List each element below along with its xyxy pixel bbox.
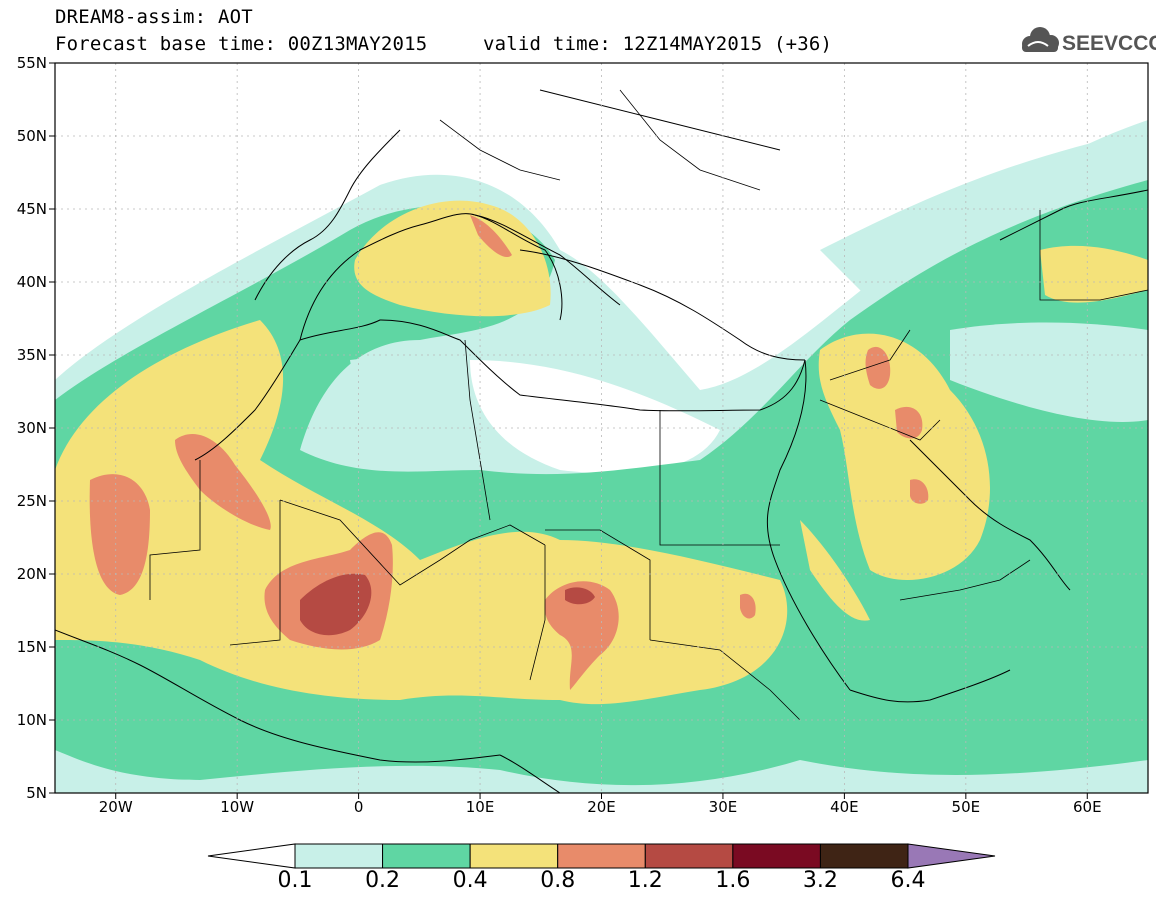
colorbar-label: 6.4 [890, 868, 926, 893]
colorbar-label: 3.2 [802, 868, 838, 893]
colorbar-boxes [294, 843, 909, 869]
aot-band-0.4-redsea [800, 520, 870, 621]
aot-band-0.8-wsahara [89, 474, 150, 595]
grid-lines [55, 63, 1148, 793]
lon-tick-label: 10E [465, 798, 495, 816]
lon-tick-label: 40E [830, 798, 859, 816]
aot-band-0.1-sahara-gap [470, 360, 720, 474]
aot-fields [55, 120, 1148, 793]
aot-band-0.8-sudan [740, 593, 756, 619]
lat-tick-label: 35N [16, 346, 47, 364]
colorbar-swatch [644, 843, 734, 869]
colorbar-label: 0.8 [540, 868, 576, 893]
aot-band-1.2-chad [565, 587, 595, 605]
colorbar-high-arrow [907, 843, 996, 869]
lon-tick-label: 20E [587, 798, 616, 816]
colorbar-label: 0.2 [365, 868, 401, 893]
lat-tick-label: 5N [26, 784, 47, 802]
lon-tick-label: 60E [1072, 798, 1102, 816]
aot-band-0.2-gap [350, 358, 480, 441]
aot-band-0.4-arabia [818, 333, 990, 580]
lat-tick-label: 10N [16, 711, 47, 729]
lat-tick-label: 25N [16, 492, 47, 510]
aot-band-0.8-chad [544, 581, 619, 690]
lon-tick-label: 0 [353, 798, 364, 816]
base-time: Forecast base time: 00Z13MAY2015 [55, 33, 428, 55]
aot-band-0.2-gap2 [950, 322, 1148, 422]
colorbar-swatch [819, 843, 909, 869]
colorbar-swatch [732, 843, 821, 869]
logo-text: SEEVCCC [1062, 32, 1156, 55]
coastlines [55, 89, 1148, 793]
lat-tick-label: 45N [16, 200, 47, 218]
seevccc-logo: SEEVCCC [1022, 27, 1156, 55]
lon-tick-label: 30E [708, 798, 738, 816]
aot-band-0.8-iraq3 [910, 479, 929, 504]
aot-band-0.8-iraq2 [895, 406, 923, 439]
cloud-icon [1022, 27, 1059, 52]
aot-band-0.4-med [354, 200, 551, 317]
colorbar-swatch [557, 843, 646, 869]
lat-tick-label: 30N [16, 419, 47, 437]
lat-tick-label: 50N [16, 127, 47, 145]
colorbar-low-arrow [207, 843, 296, 869]
valid-time: valid time: 12Z14MAY2015 (+36) [483, 33, 833, 55]
country-borders [149, 89, 1148, 721]
colorbar-swatch [469, 843, 559, 869]
title-line-1: DREAM8-assim: AOT [55, 6, 253, 28]
colorbar-swatch [294, 843, 384, 869]
aot-band-1.2-mali [300, 573, 372, 636]
colorbar-label: 1.6 [715, 868, 751, 893]
colorbar-label: 0.4 [452, 868, 488, 893]
colorbar-label: 0.1 [277, 868, 313, 893]
lon-tick-label: 10W [220, 798, 255, 816]
aot-band-0.8-alps [470, 215, 512, 258]
colorbar-label: 1.2 [627, 868, 663, 893]
lat-tick-label: 20N [16, 565, 47, 583]
lon-tick-label: 20W [98, 798, 133, 816]
lat-tick-label: 55N [16, 54, 47, 72]
aot-band-0.8-iraq [865, 346, 891, 389]
lat-tick-label: 15N [16, 638, 47, 656]
lat-tick-label: 40N [16, 273, 47, 291]
aot-band-0.4-caspian [1040, 245, 1148, 303]
lon-tick-label: 50E [951, 798, 981, 816]
axis-ticks [49, 62, 1088, 799]
colorbar-swatch [382, 843, 471, 869]
